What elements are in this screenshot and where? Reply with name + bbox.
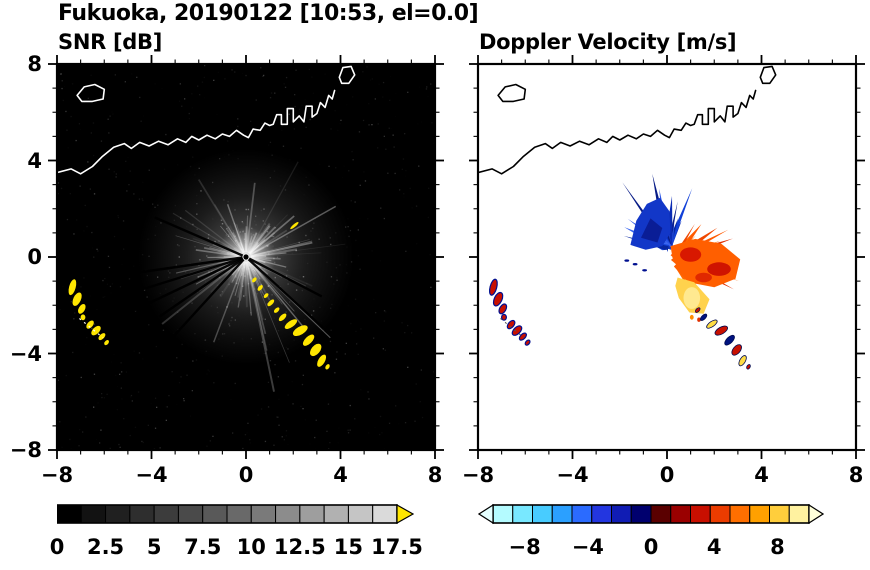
x-tick-label: −8	[40, 463, 74, 487]
velocity-colorbar-tick-label: 4	[706, 535, 722, 559]
snr-colorbar-tick-label: 7.5	[184, 535, 222, 559]
velocity-colorbar	[478, 504, 824, 524]
velocity-plot	[469, 55, 865, 459]
x-tick-label: 4	[333, 463, 348, 487]
x-tick-label: −4	[135, 463, 168, 487]
x-tick-label: 0	[238, 463, 254, 487]
snr-colorbar-tick-label: 0	[49, 535, 65, 559]
y-tick-label: 8	[27, 52, 42, 76]
velocity-colorbar-tick-label: 8	[770, 535, 785, 559]
snr-plot	[48, 55, 444, 459]
snr-colorbar-tick-label: 10	[236, 535, 266, 559]
x-tick-label: 4	[754, 463, 769, 487]
snr-colorbar-tick-label: 2.5	[86, 535, 125, 559]
y-tick-label: 0	[27, 245, 42, 269]
x-tick-label: −8	[461, 463, 495, 487]
x-tick-label: 8	[427, 463, 443, 487]
velocity-colorbar-tick-label: −4	[571, 535, 604, 559]
y-tick-label: 4	[27, 148, 42, 173]
snr-colorbar-tick-label: 15	[333, 535, 364, 559]
y-tick-label: −8	[9, 438, 42, 462]
velocity-panel-title: Doppler Velocity [m/s]	[479, 30, 737, 54]
x-tick-label: −4	[556, 463, 589, 487]
snr-colorbar	[57, 504, 414, 524]
snr-colorbar-tick-label: 12.5	[273, 535, 326, 559]
snr-colorbar-tick-label: 17.5	[371, 535, 423, 559]
x-tick-label: 8	[848, 463, 864, 487]
velocity-colorbar-tick-label: −8	[508, 535, 541, 559]
y-tick-label: −4	[9, 341, 42, 366]
snr-panel-title: SNR [dB]	[58, 30, 163, 54]
figure-title: Fukuoka, 20190122 [10:53, el=0.0]	[58, 1, 479, 26]
x-tick-label: 0	[659, 463, 675, 487]
velocity-colorbar-tick-label: 0	[643, 535, 659, 559]
snr-colorbar-tick-label: 5	[146, 535, 162, 559]
